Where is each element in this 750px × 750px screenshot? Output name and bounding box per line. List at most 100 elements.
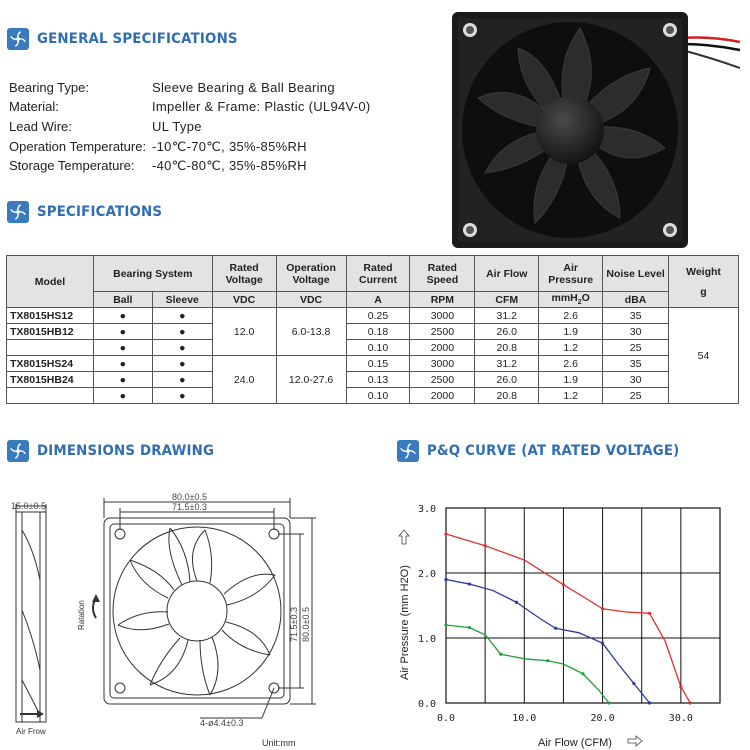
series-point	[554, 626, 558, 630]
speed-cell: 2000	[409, 387, 476, 404]
pressure-cell: 1.2	[538, 387, 604, 404]
rotation-arrow-icon	[92, 594, 100, 602]
pressure-cell: 1.2	[538, 339, 604, 356]
current-cell: 0.25	[345, 307, 411, 324]
col-air-pressure: Air Pressure	[538, 255, 604, 292]
airflow-label: Air Frow	[16, 727, 46, 736]
series-point	[514, 600, 519, 604]
fan-logo-icon	[7, 201, 29, 223]
sleeve-dot: ●	[151, 387, 213, 404]
chart-ticks: 0.0 10.0 20.0 30.0 0.0 1.0 2.0 3.0	[418, 504, 693, 724]
unit-op-voltage: VDC	[275, 291, 347, 308]
series-point	[600, 607, 605, 611]
speed-cell: 3000	[409, 307, 476, 324]
x-axis-arrow-icon	[627, 735, 643, 747]
series-point	[561, 583, 566, 587]
y-tick-label: 1.0	[418, 634, 436, 645]
x-tick-label: 10.0	[512, 713, 536, 724]
section-title: GENERAL SPECIFICATIONS	[37, 31, 238, 47]
speed-cell: 2000	[409, 339, 476, 356]
table-unit-row: Ball Sleeve VDC VDC A RPM CFM mmH2O dBA	[7, 291, 739, 308]
table-row: TX8015HB12 ● ● 0.18 2500 26.0 1.9 30	[6, 323, 739, 340]
y-tick-label: 2.0	[418, 569, 436, 580]
model-cell	[6, 339, 94, 356]
model-cell: TX8015HS12	[6, 307, 94, 324]
model-cell: TX8015HB24	[6, 371, 94, 388]
series-point	[647, 701, 652, 705]
noise-cell: 35	[602, 307, 670, 324]
series-point	[444, 532, 448, 536]
y-axis-arrow-icon	[398, 529, 410, 545]
fan-logo-icon	[7, 28, 29, 50]
pressure-cell: 1.9	[538, 323, 604, 340]
series-point	[444, 623, 448, 627]
current-cell: 0.10	[345, 387, 411, 404]
sleeve-dot: ●	[151, 355, 213, 372]
current-cell: 0.10	[345, 339, 411, 356]
series-point	[607, 701, 611, 705]
col-rated-speed: Rated Speed	[409, 255, 476, 292]
holes-dimension: 4-ø4.4±0.3	[200, 718, 243, 728]
ball-dot: ●	[92, 323, 153, 340]
noise-cell: 35	[602, 355, 670, 372]
series-point	[467, 626, 472, 630]
current-cell: 0.13	[345, 371, 411, 388]
fan-logo-icon	[397, 440, 419, 462]
x-tick-label: 20.0	[591, 713, 615, 724]
speed-cell: 2500	[409, 323, 476, 340]
series-point	[546, 659, 550, 663]
airflow-cell: 20.8	[474, 339, 540, 356]
col-noise-level: Noise Level	[602, 255, 670, 292]
y-axis-label: Air Pressure (mm H2O)	[399, 565, 411, 680]
general-specifications-header: GENERAL SPECIFICATIONS	[7, 28, 255, 50]
unit-current: A	[345, 291, 411, 308]
chart-series	[444, 532, 692, 705]
table-row: ● ● 0.10 2000 20.8 1.2 25	[6, 339, 739, 356]
table-row: TX8015HS12 ● ● 12.0 6.0-13.8 0.25 3000 3…	[6, 307, 739, 404]
ball-dot: ●	[92, 371, 153, 388]
section-title: P&Q CURVE (AT RATED VOLTAGE)	[427, 443, 680, 459]
chart-grid	[446, 508, 720, 703]
pressure-cell: 1.9	[538, 371, 604, 388]
series-point	[600, 641, 605, 645]
pq-curve-header: P&Q CURVE (AT RATED VOLTAGE)	[397, 440, 701, 462]
series-point	[483, 544, 487, 548]
unit-ball: Ball	[92, 291, 153, 308]
airflow-cell: 31.2	[474, 307, 540, 324]
pq-curve-chart: 0.0 10.0 20.0 30.0 0.0 1.0 2.0 3.0 Air Pressure…	[398, 504, 721, 749]
series-point	[444, 577, 448, 582]
table-row: ● ● 0.10 2000 20.8 1.2 25	[6, 387, 739, 404]
ball-dot: ●	[92, 339, 153, 356]
col-weight: Weight g	[668, 255, 739, 308]
series-line-2	[445, 624, 610, 704]
table-row: TX8015HS24 ● ● 24.0 12.0-27.6 0.15 3000 …	[6, 355, 739, 404]
current-cell: 0.15	[345, 355, 411, 372]
operation-voltage-cell: 6.0-13.8	[275, 307, 347, 356]
noise-cell: 30	[602, 323, 670, 340]
sleeve-dot: ●	[151, 371, 213, 388]
inner-height-dimension: 71.5±0.3	[289, 607, 299, 642]
ball-dot: ●	[92, 355, 153, 372]
outer-height-dimension: 80.0±0.5	[301, 607, 311, 642]
dimensions-drawing: 15.0±0.5 80.0±0.5 71.5±0.3 71.5±0.3 80.0…	[11, 492, 316, 748]
airflow-cell: 20.8	[474, 387, 540, 404]
pressure-cell: 2.6	[538, 307, 604, 324]
series-point	[679, 685, 683, 689]
x-axis-label: Air Flow (CFM)	[538, 737, 612, 749]
model-cell	[6, 387, 94, 404]
model-cell: TX8015HS24	[6, 355, 94, 372]
inner-width-dimension: 71.5±0.3	[172, 502, 207, 512]
series-point	[647, 611, 652, 615]
series-point	[632, 681, 636, 686]
section-title: DIMENSIONS DRAWING	[37, 443, 215, 459]
y-tick-label: 3.0	[418, 504, 436, 515]
rotation-label: Ratation	[77, 600, 86, 630]
unit-voltage: VDC	[211, 291, 277, 308]
table-row: TX8015HB24 ● ● 0.13 2500 26.0 1.9 30	[6, 371, 739, 388]
col-rated-voltage: Rated Voltage	[211, 255, 277, 292]
unit-airflow: CFM	[474, 291, 540, 308]
unit-speed: RPM	[409, 291, 476, 308]
col-rated-current: Rated Current	[345, 255, 411, 292]
pressure-cell: 2.6	[538, 355, 604, 372]
fan-logo-icon	[7, 440, 29, 462]
